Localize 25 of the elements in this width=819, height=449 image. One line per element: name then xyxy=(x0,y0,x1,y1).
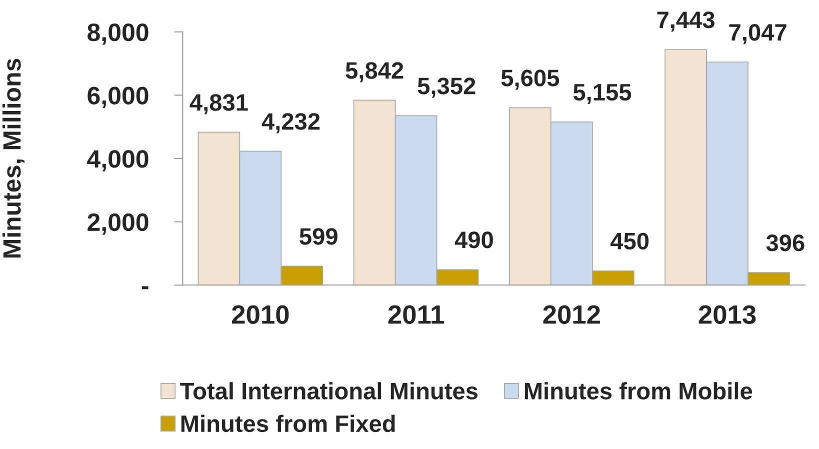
y-tick-label: 4,000 xyxy=(87,150,148,172)
y-tick-label: - xyxy=(142,286,148,290)
legend-label: Total International Minutes xyxy=(180,382,478,400)
data-label: 490 xyxy=(454,232,493,248)
data-label: 5,842 xyxy=(346,62,404,82)
data-label: 599 xyxy=(300,228,338,245)
x-tick-label: 2013 xyxy=(698,305,756,324)
data-label: 5,605 xyxy=(501,70,560,90)
y-tick-label: 8,000 xyxy=(88,23,148,45)
legend-label: Minutes from Fixed xyxy=(181,414,395,432)
x-tick-label: 2011 xyxy=(388,305,444,324)
data-label: 4,831 xyxy=(190,94,248,114)
x-tick-label: 2010 xyxy=(232,305,289,324)
legend-label: Minutes from Mobile xyxy=(524,382,752,400)
data-label: 5,352 xyxy=(418,78,476,98)
y-tick-label: 6,000 xyxy=(88,86,148,108)
data-label: 7,047 xyxy=(729,24,786,44)
y-axis-title: Minutes, Millions xyxy=(2,58,24,258)
data-label: 4,232 xyxy=(262,113,320,134)
data-label: 5,155 xyxy=(573,84,632,104)
data-label: 7,443 xyxy=(657,11,714,32)
x-tick-label: 2012 xyxy=(543,305,600,324)
data-label: 396 xyxy=(766,234,804,252)
data-label: 450 xyxy=(610,232,649,250)
y-tick-label: 2,000 xyxy=(88,213,148,235)
